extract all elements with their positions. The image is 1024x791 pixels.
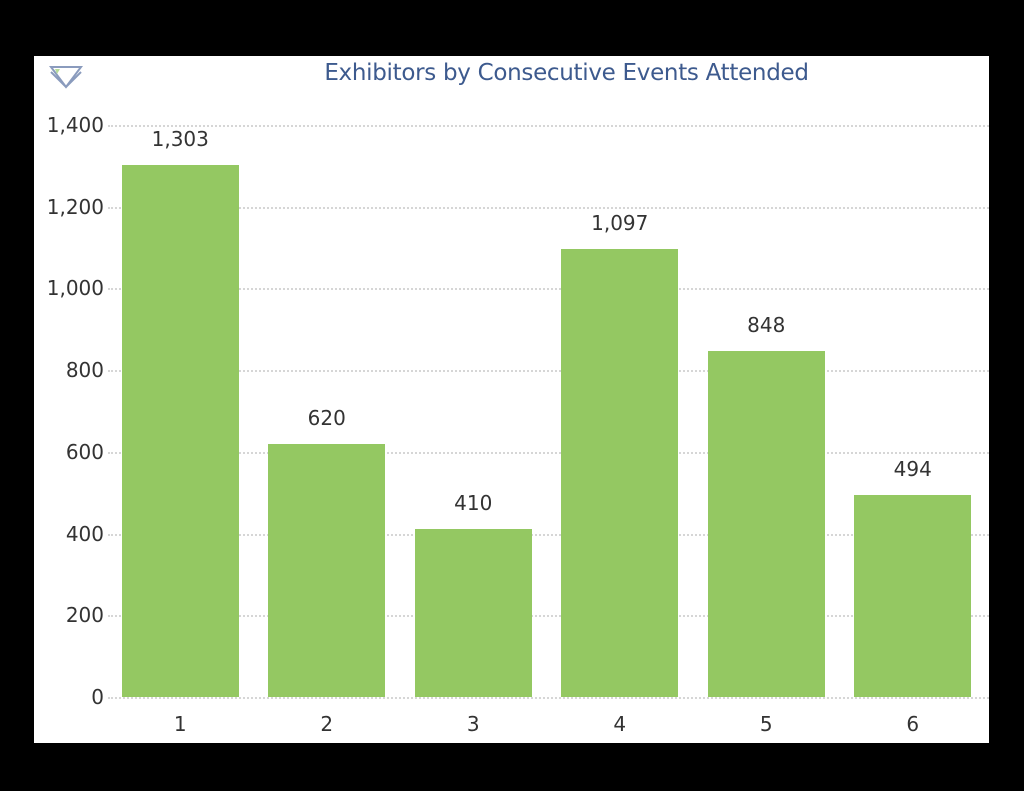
y-axis-tick-label: 800 bbox=[65, 358, 104, 383]
bar-1[interactable] bbox=[121, 164, 239, 697]
x-axis-tick-label: 4 bbox=[613, 712, 627, 736]
data-label: 1,303 bbox=[151, 126, 209, 151]
plot-area: 0 200 400 600 800 1,000 1,200 1,400 1,303 1 620 2 41… bbox=[34, 56, 989, 743]
data-label: 410 bbox=[454, 491, 493, 516]
bar-3[interactable] bbox=[414, 529, 532, 697]
x-axis-tick-label: 2 bbox=[320, 712, 334, 736]
x-axis-tick-label: 6 bbox=[906, 712, 920, 736]
bar-4[interactable] bbox=[561, 248, 679, 697]
data-label: 620 bbox=[307, 405, 346, 430]
chart-title: Exhibitors by Consecutive Events Attende… bbox=[324, 60, 809, 86]
data-label: 848 bbox=[747, 312, 786, 337]
y-axis-tick-label: 0 bbox=[91, 685, 104, 709]
chart-panel: Exhibitors by Consecutive Events Attende… bbox=[34, 56, 989, 743]
x-axis-tick-label: 5 bbox=[759, 712, 773, 736]
gridline bbox=[108, 615, 989, 618]
y-axis-tick-label: 600 bbox=[65, 439, 104, 464]
data-label: 494 bbox=[893, 457, 932, 482]
bar-2[interactable] bbox=[268, 443, 386, 697]
y-axis-tick-label: 400 bbox=[65, 521, 104, 546]
data-label: 1,097 bbox=[591, 210, 649, 235]
y-axis-tick-label: 200 bbox=[65, 603, 104, 628]
bar-5[interactable] bbox=[707, 350, 825, 697]
y-axis-tick-label: 1,400 bbox=[46, 113, 104, 137]
filter-funnel-icon[interactable] bbox=[48, 64, 84, 90]
x-axis-tick-label: 3 bbox=[466, 712, 480, 736]
gridline bbox=[108, 697, 989, 699]
bar-6[interactable] bbox=[854, 495, 972, 697]
gridline bbox=[108, 206, 989, 209]
gridline bbox=[108, 533, 989, 536]
gridline bbox=[108, 125, 989, 127]
x-axis-tick-label: 1 bbox=[173, 712, 187, 736]
y-axis-tick-label: 1,000 bbox=[46, 276, 104, 301]
gridline bbox=[108, 451, 989, 454]
gridline bbox=[108, 288, 989, 291]
y-axis-tick-label: 1,200 bbox=[46, 194, 104, 219]
gridline bbox=[108, 370, 989, 373]
